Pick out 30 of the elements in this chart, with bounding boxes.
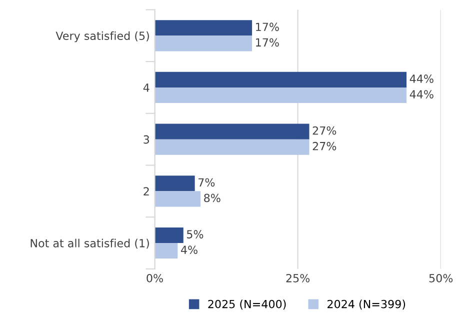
y-tick-label: 2 — [144, 187, 149, 196]
bar — [154, 124, 310, 140]
bar — [154, 20, 252, 36]
legend-label: 2025 (N=400) — [208, 300, 286, 310]
x-tick-label: 0% — [146, 274, 163, 282]
bar — [154, 139, 310, 155]
data-label: 7% — [198, 178, 215, 187]
y-tick-label: 3 — [144, 135, 150, 144]
bar — [154, 227, 184, 243]
data-label: 8% — [204, 194, 220, 202]
data-label: 5% — [187, 230, 204, 238]
data-label: 27% — [312, 126, 336, 135]
bar — [154, 191, 201, 207]
bar — [154, 72, 407, 88]
x-tick-label: 50% — [429, 274, 453, 282]
x-tick-label: 25% — [286, 274, 310, 282]
legend-label: 2024 (N=399) — [328, 300, 406, 310]
y-tick-label: 4 — [143, 84, 150, 92]
data-label: 17% — [256, 22, 279, 32]
data-label: 44% — [410, 74, 434, 83]
data-label: 4% — [180, 246, 198, 254]
bar — [154, 87, 407, 104]
y-tick-label: Very satisfied (5) — [56, 31, 149, 42]
bar — [154, 36, 252, 52]
bar — [154, 176, 195, 192]
bar — [154, 243, 178, 259]
data-label: 17% — [256, 38, 279, 47]
data-label: 27% — [312, 142, 336, 150]
data-label: 44% — [410, 90, 434, 98]
y-tick-label: Not at all satisfied (1) — [30, 238, 149, 249]
